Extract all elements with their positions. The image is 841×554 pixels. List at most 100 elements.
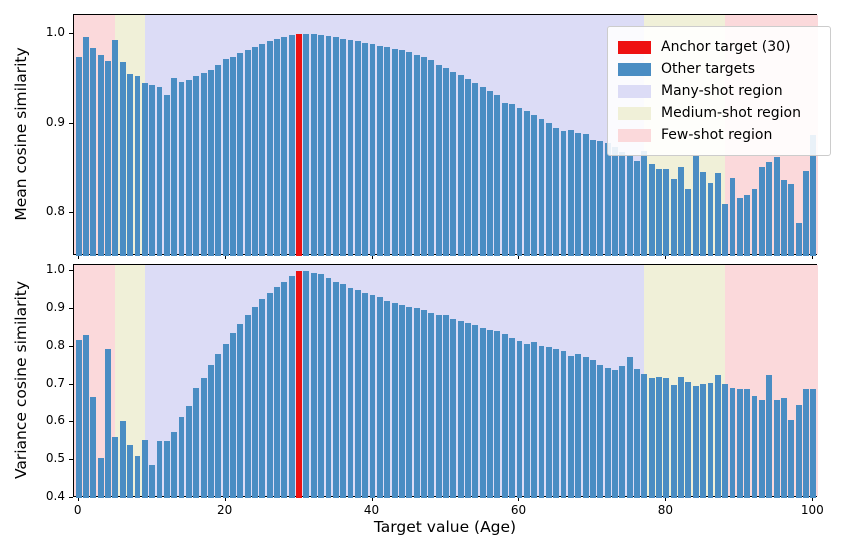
legend-entry: Anchor target (30) — [618, 38, 820, 56]
target-bar — [185, 79, 192, 256]
target-bar — [663, 378, 670, 498]
target-bar — [788, 184, 795, 256]
target-bar — [75, 340, 82, 498]
legend-swatch-few_shot — [618, 128, 651, 142]
anchor-target-bar — [296, 34, 303, 256]
x-axis-label: Target value (Age) — [373, 518, 517, 536]
target-bar — [780, 179, 787, 256]
target-bar — [567, 129, 574, 256]
x-tick — [812, 255, 814, 259]
target-bar — [729, 387, 736, 498]
legend-entry: Many-shot region — [618, 82, 820, 100]
target-bar — [810, 135, 817, 256]
x-tick — [518, 497, 520, 501]
target-bar — [237, 324, 244, 498]
target-bar — [428, 60, 435, 256]
target-bar — [766, 374, 773, 498]
target-bar — [222, 59, 229, 256]
target-bar — [788, 420, 795, 498]
target-bar — [450, 319, 457, 498]
target-bar — [450, 71, 457, 256]
target-bar — [281, 36, 288, 256]
target-bar — [369, 294, 376, 498]
target-bar — [303, 271, 310, 498]
target-bar — [780, 398, 787, 498]
target-bar — [516, 108, 523, 256]
target-bar — [354, 290, 361, 498]
target-bar — [119, 420, 126, 498]
target-bar — [575, 353, 582, 498]
y-tick-label: 0.7 — [45, 375, 65, 390]
target-bar — [230, 333, 236, 498]
target-bar — [398, 305, 405, 498]
target-bar — [310, 34, 317, 256]
target-bar — [538, 346, 545, 498]
target-bar — [487, 329, 493, 498]
target-bar — [589, 139, 596, 256]
target-bar — [193, 76, 200, 256]
legend-entry: Few-shot region — [618, 126, 820, 144]
target-bar — [149, 85, 156, 256]
target-bar — [391, 302, 398, 498]
target-bar — [582, 134, 589, 256]
target-bar — [193, 387, 200, 498]
x-tick-label: 0 — [73, 503, 82, 517]
y-tick-label: 0.9 — [45, 114, 65, 129]
target-bar — [751, 188, 758, 256]
target-bar — [663, 169, 670, 256]
target-bar — [692, 385, 699, 498]
target-bar — [751, 395, 758, 498]
target-bar — [97, 457, 104, 498]
y-tick — [69, 33, 73, 35]
target-bar — [641, 374, 648, 498]
target-bar — [443, 68, 449, 256]
target-bar — [523, 344, 530, 498]
y-tick — [69, 383, 73, 385]
target-bar — [112, 40, 119, 256]
target-bar — [457, 321, 464, 498]
target-bar — [141, 82, 148, 256]
target-bar — [472, 83, 479, 256]
target-bar — [435, 64, 442, 256]
target-bar — [310, 272, 317, 498]
x-tick — [665, 497, 667, 501]
target-bar — [75, 57, 82, 256]
target-bar — [200, 72, 207, 256]
target-bar — [244, 50, 251, 256]
target-bar — [545, 122, 552, 256]
target-bar — [634, 161, 640, 256]
target-bar — [244, 314, 251, 498]
target-bar — [376, 45, 383, 256]
target-bar — [744, 195, 751, 256]
x-tick — [518, 255, 520, 259]
target-bar — [619, 152, 626, 256]
y-tick-label: 0.5 — [45, 451, 65, 466]
target-bar — [656, 169, 662, 256]
target-bar — [97, 54, 104, 256]
target-bar — [619, 365, 626, 498]
target-bar — [90, 47, 97, 256]
target-bar — [612, 369, 618, 498]
target-bar — [90, 397, 97, 498]
target-bar — [332, 281, 339, 498]
target-bar — [252, 46, 258, 256]
target-bar — [523, 111, 530, 256]
target-bar — [560, 130, 567, 256]
target-bar — [230, 56, 236, 256]
target-bar — [479, 327, 486, 498]
target-bar — [134, 456, 141, 498]
target-bar — [141, 440, 148, 498]
target-bar — [185, 406, 192, 498]
target-bar — [722, 204, 729, 256]
target-bar — [707, 383, 714, 498]
target-bar — [303, 34, 310, 256]
target-bar — [744, 388, 751, 498]
target-bar — [237, 53, 244, 256]
target-bar — [340, 283, 347, 498]
x-tick — [224, 497, 226, 501]
target-bar — [149, 465, 156, 498]
target-bar — [413, 54, 420, 256]
target-bar — [501, 103, 508, 256]
target-bar — [641, 151, 648, 256]
y-tick — [69, 212, 73, 214]
